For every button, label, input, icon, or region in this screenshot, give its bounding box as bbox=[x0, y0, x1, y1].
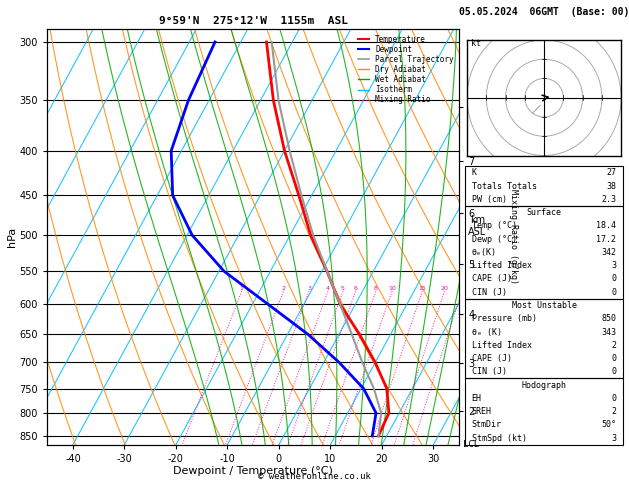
Text: 3: 3 bbox=[611, 261, 616, 270]
Text: CIN (J): CIN (J) bbox=[472, 367, 507, 376]
Text: 0: 0 bbox=[611, 394, 616, 403]
Title: 9°59'N  275°12'W  1155m  ASL: 9°59'N 275°12'W 1155m ASL bbox=[159, 16, 348, 26]
Text: LCL: LCL bbox=[464, 440, 479, 449]
Text: θₑ (K): θₑ (K) bbox=[472, 328, 502, 336]
Text: Totals Totals: Totals Totals bbox=[472, 182, 537, 191]
Text: 0: 0 bbox=[611, 275, 616, 283]
Text: 0: 0 bbox=[611, 367, 616, 376]
Text: CAPE (J): CAPE (J) bbox=[472, 275, 512, 283]
Text: kt: kt bbox=[471, 39, 481, 48]
Text: 2.3: 2.3 bbox=[601, 195, 616, 204]
Y-axis label: km
ASL: km ASL bbox=[468, 215, 486, 237]
Text: Lifted Index: Lifted Index bbox=[472, 261, 532, 270]
Text: 05.05.2024  06GMT  (Base: 00): 05.05.2024 06GMT (Base: 00) bbox=[459, 7, 629, 17]
Text: PW (cm): PW (cm) bbox=[472, 195, 507, 204]
Text: 5: 5 bbox=[341, 286, 345, 291]
Text: 2: 2 bbox=[611, 407, 616, 416]
Text: 15: 15 bbox=[418, 286, 426, 291]
Text: 1: 1 bbox=[240, 286, 243, 291]
Text: 20: 20 bbox=[440, 286, 448, 291]
Text: θₑ(K): θₑ(K) bbox=[472, 248, 497, 257]
Text: StmDir: StmDir bbox=[472, 420, 502, 429]
Text: 4: 4 bbox=[326, 286, 330, 291]
Text: 0: 0 bbox=[611, 354, 616, 363]
Text: Dewp (°C): Dewp (°C) bbox=[472, 235, 517, 243]
Text: CAPE (J): CAPE (J) bbox=[472, 354, 512, 363]
Text: 3: 3 bbox=[307, 286, 311, 291]
Text: Hodograph: Hodograph bbox=[521, 381, 567, 390]
Text: 2: 2 bbox=[281, 286, 286, 291]
Text: 3: 3 bbox=[611, 434, 616, 443]
Text: Lifted Index: Lifted Index bbox=[472, 341, 532, 350]
Text: 18.4: 18.4 bbox=[596, 222, 616, 230]
Y-axis label: hPa: hPa bbox=[7, 227, 17, 247]
Text: 50°: 50° bbox=[601, 420, 616, 429]
Text: 10: 10 bbox=[388, 286, 396, 291]
Text: Mixing Ratio (g/kg): Mixing Ratio (g/kg) bbox=[509, 190, 518, 284]
Text: 343: 343 bbox=[601, 328, 616, 336]
Text: 27: 27 bbox=[606, 169, 616, 177]
Text: 38: 38 bbox=[606, 182, 616, 191]
Text: Surface: Surface bbox=[526, 208, 562, 217]
Text: Temp (°C): Temp (°C) bbox=[472, 222, 517, 230]
Text: EH: EH bbox=[472, 394, 482, 403]
Text: 8: 8 bbox=[374, 286, 378, 291]
Text: 2: 2 bbox=[611, 341, 616, 350]
Text: StmSpd (kt): StmSpd (kt) bbox=[472, 434, 526, 443]
Text: K: K bbox=[472, 169, 477, 177]
Text: 342: 342 bbox=[601, 248, 616, 257]
Text: © weatheronline.co.uk: © weatheronline.co.uk bbox=[258, 472, 371, 481]
Text: Most Unstable: Most Unstable bbox=[511, 301, 577, 310]
Text: SREH: SREH bbox=[472, 407, 492, 416]
Text: 0: 0 bbox=[611, 288, 616, 297]
Text: Pressure (mb): Pressure (mb) bbox=[472, 314, 537, 323]
Text: CIN (J): CIN (J) bbox=[472, 288, 507, 297]
Text: 850: 850 bbox=[601, 314, 616, 323]
Legend: Temperature, Dewpoint, Parcel Trajectory, Dry Adiabat, Wet Adiabat, Isotherm, Mi: Temperature, Dewpoint, Parcel Trajectory… bbox=[356, 33, 455, 106]
Text: 6: 6 bbox=[353, 286, 357, 291]
X-axis label: Dewpoint / Temperature (°C): Dewpoint / Temperature (°C) bbox=[173, 467, 333, 476]
Text: 17.2: 17.2 bbox=[596, 235, 616, 243]
